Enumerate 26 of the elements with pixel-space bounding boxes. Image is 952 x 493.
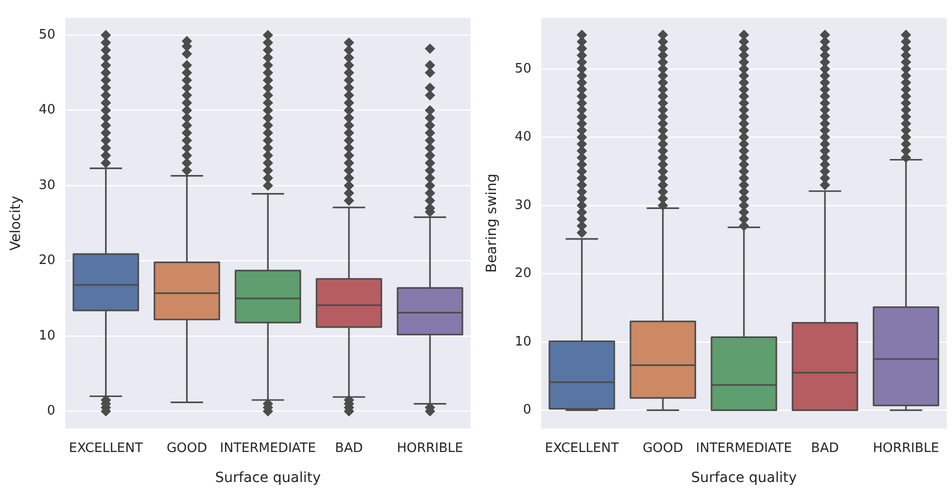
y-tick-label: 10 [514, 334, 532, 350]
y-tick-label: 20 [514, 266, 532, 282]
x-tick-label: BAD [335, 440, 363, 456]
y-tick-label: 40 [514, 130, 532, 145]
y-tick-label: 50 [514, 61, 532, 76]
y-tick-label: 10 [38, 328, 56, 344]
x-tick-label: INTERMEDIATE [220, 440, 316, 456]
x-axis-title: Surface quality [215, 470, 321, 486]
y-axis-title: Velocity [8, 196, 24, 251]
x-tick-label: HORRIBLE [396, 440, 464, 456]
y-axis-title: Bearing swing [484, 174, 500, 273]
x-tick-label: EXCELLENT [68, 440, 143, 456]
y-tick-label: 30 [38, 178, 56, 193]
y-tick-label: 0 [523, 402, 532, 418]
x-tick-label: BAD [811, 440, 839, 456]
y-tick-label: 30 [514, 198, 532, 213]
x-tick-label: GOOD [166, 440, 208, 456]
x-tick-label: HORRIBLE [872, 440, 940, 456]
y-tick-label: 50 [38, 27, 56, 42]
y-tick-label: 20 [38, 253, 56, 268]
x-tick-label: INTERMEDIATE [696, 440, 792, 456]
x-axis-title: Surface quality [691, 470, 797, 486]
x-tick-label: EXCELLENT [544, 440, 619, 456]
y-tick-label: 40 [38, 102, 56, 118]
y-tick-label: 0 [47, 404, 56, 419]
x-tick-label: GOOD [642, 440, 684, 456]
